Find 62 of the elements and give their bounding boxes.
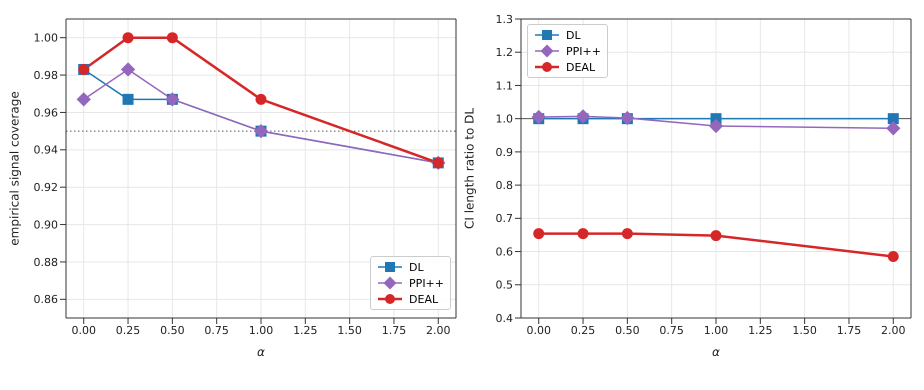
- point: [622, 228, 633, 240]
- y-tick-label: 0.7: [496, 212, 513, 226]
- legend-label: DEAL: [409, 292, 438, 306]
- point: [122, 32, 134, 44]
- x-tick-label: 1.25: [293, 324, 318, 337]
- point: [888, 113, 899, 124]
- x-tick-label: 1.75: [836, 324, 862, 337]
- y-tick-label: 1.3: [496, 12, 513, 26]
- x-tick-label: 2.00: [426, 324, 451, 337]
- x-tick-label: 1.50: [337, 324, 362, 337]
- point: [533, 228, 544, 240]
- y-tick-label: 0.98: [34, 68, 58, 82]
- y-tick-label: 0.9: [496, 146, 513, 159]
- x-tick-label: 2.00: [881, 324, 906, 337]
- point: [166, 32, 178, 44]
- y-tick-label: 0.90: [34, 218, 58, 232]
- x-tick-label: 0.75: [659, 324, 684, 337]
- point: [576, 109, 590, 124]
- y-tick-label: 1.00: [34, 32, 58, 45]
- x-tick-label: 0.00: [526, 324, 551, 337]
- x-tick-label: 1.00: [704, 324, 728, 337]
- x-axis-title: α: [712, 345, 720, 359]
- x-tick-label: 0.25: [116, 324, 140, 337]
- point: [708, 118, 724, 134]
- y-tick-label: 1.1: [496, 79, 513, 92]
- point: [76, 92, 91, 107]
- point: [886, 121, 900, 136]
- x-tick-label: 1.25: [748, 324, 773, 337]
- x-axis-title: α: [257, 345, 266, 359]
- x-tick-label: 0.00: [71, 324, 96, 337]
- x-tick-label: 0.25: [570, 324, 596, 337]
- y-axis-title: CI length ratio to DL: [462, 108, 476, 230]
- legend-label: PPI++: [409, 276, 444, 290]
- point: [256, 94, 266, 105]
- x-tick-label: 1.75: [382, 324, 406, 337]
- y-tick-label: 0.6: [496, 245, 513, 258]
- y-tick-label: 0.94: [34, 144, 58, 157]
- point: [888, 251, 899, 262]
- x-tick-label: 1.00: [248, 324, 274, 337]
- y-tick-label: 0.4: [496, 312, 513, 325]
- y-axis-title: empirical signal coverage: [7, 91, 22, 246]
- y-tick-label: 1.0: [496, 112, 513, 126]
- legend-label: DL: [566, 28, 581, 42]
- point: [122, 94, 134, 105]
- y-tick-label: 0.96: [34, 106, 58, 120]
- point: [578, 228, 589, 240]
- legend-label: DL: [409, 260, 424, 274]
- y-tick-label: 0.5: [496, 278, 513, 292]
- y-tick-label: 1.2: [496, 46, 513, 60]
- x-tick-label: 1.50: [792, 324, 817, 337]
- x-tick-label: 0.75: [204, 324, 229, 337]
- y-tick-label: 0.86: [34, 293, 58, 306]
- point: [120, 62, 136, 77]
- y-tick-label: 0.92: [34, 181, 58, 194]
- y-tick-label: 0.8: [496, 179, 513, 192]
- point: [710, 230, 722, 242]
- x-tick-label: 0.50: [615, 324, 640, 337]
- x-tick-label: 0.50: [160, 324, 185, 337]
- point: [532, 110, 546, 124]
- legend-label: PPI++: [566, 44, 601, 58]
- legend-label: DEAL: [566, 60, 596, 74]
- y-tick-label: 0.88: [34, 256, 58, 269]
